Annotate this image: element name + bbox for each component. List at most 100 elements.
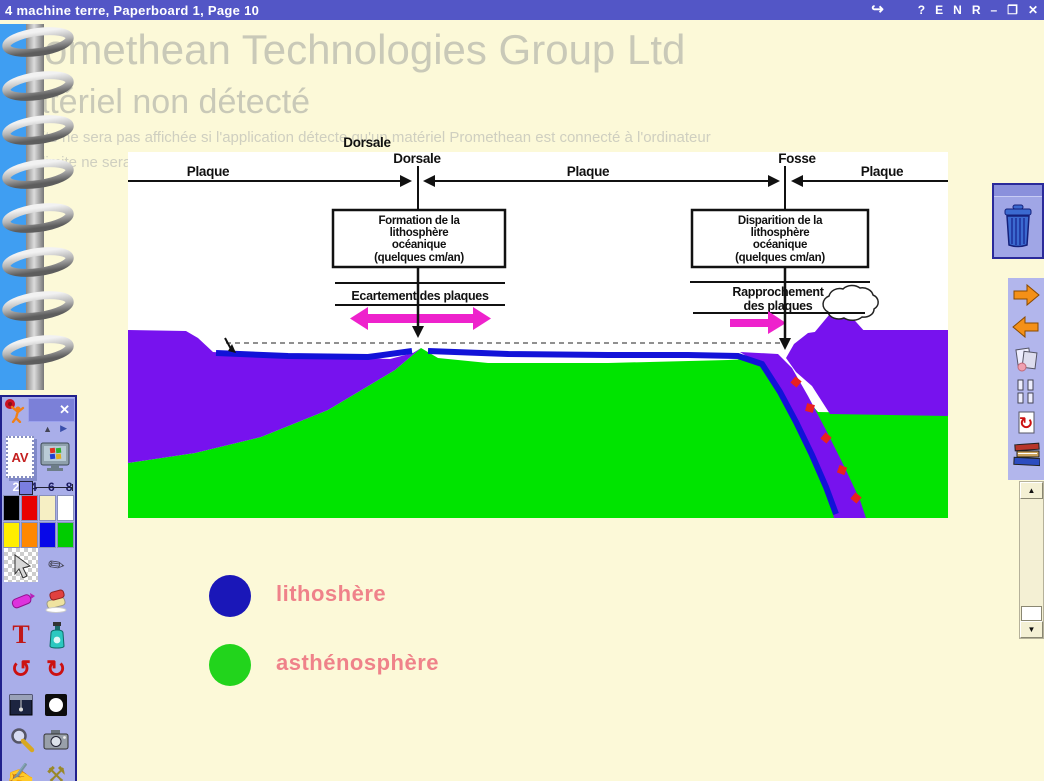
legend-asthenosphere-circle[interactable] xyxy=(209,644,251,686)
scroll-down-button[interactable]: ▼ xyxy=(1020,621,1043,638)
redo-arrow-icon[interactable]: ↪ xyxy=(871,1,884,18)
hammer-wrench-icon: ⚒ xyxy=(46,762,66,781)
camera-tool[interactable] xyxy=(39,723,73,757)
slope-arrow xyxy=(224,337,232,350)
magnifier-icon xyxy=(11,728,35,753)
restore-button[interactable]: ❐ xyxy=(1007,3,1018,17)
label-dorsale: Dorsale xyxy=(393,151,441,166)
text-tool[interactable]: T xyxy=(4,618,38,652)
text-T-icon: T xyxy=(12,620,30,649)
pen-tool[interactable]: ✏ xyxy=(39,548,73,582)
monitor-windows-icon xyxy=(40,442,70,471)
minimize-button[interactable]: – xyxy=(990,3,998,17)
swatch-cream[interactable] xyxy=(39,495,56,521)
label-dorsale-top: Dorsale xyxy=(343,135,391,150)
swatch-orange[interactable] xyxy=(21,522,38,548)
label-ecartement: Ecartement des plaques xyxy=(351,289,489,303)
plate-line xyxy=(128,166,948,210)
flipchart-av-button[interactable]: AV xyxy=(6,436,34,478)
disparition-line-3: océanique xyxy=(753,239,807,251)
handwrite-tool[interactable]: ✍ xyxy=(4,758,38,781)
label-rapprochement-2: des plaques xyxy=(744,299,813,313)
page-navigation-strip: ↻ xyxy=(1008,278,1044,480)
swatch-green[interactable] xyxy=(57,522,74,548)
n-button[interactable]: N xyxy=(953,3,962,17)
palette-up-icon[interactable]: ▲ xyxy=(43,423,53,434)
swatch-red[interactable] xyxy=(21,495,38,521)
fill-spray-tool[interactable] xyxy=(39,618,73,652)
trash-button[interactable] xyxy=(994,197,1042,255)
convergence-arrow xyxy=(730,311,786,334)
legend-asthenosphere-label[interactable]: asthénosphère xyxy=(276,650,439,675)
highlighter-icon xyxy=(11,593,35,609)
volcano-smoke-cloud xyxy=(822,284,879,321)
scroll-thumb[interactable] xyxy=(1021,606,1042,621)
pen-width-2[interactable]: 2 xyxy=(12,480,20,494)
trash-icon xyxy=(1004,204,1032,248)
pen-width-4[interactable]: 4 xyxy=(30,480,37,494)
svg-text:↻: ↻ xyxy=(1019,414,1033,434)
spray-bottle-icon xyxy=(49,622,65,649)
scroll-up-button[interactable]: ▲ xyxy=(1020,482,1043,499)
previous-page-button[interactable] xyxy=(1012,314,1040,340)
tectonics-diagram: Dorsale Dorsale Fosse Plaque Plaque Plaq… xyxy=(128,135,948,518)
disparition-line-4: (quelques cm/an) xyxy=(735,252,825,264)
formation-line-3: océanique xyxy=(392,239,446,251)
eraser-icon xyxy=(45,589,67,613)
spotlight-tool[interactable] xyxy=(39,688,73,722)
plate-line-arrowheads xyxy=(400,175,803,187)
formation-line-1: Formation de la xyxy=(378,215,460,227)
help-button[interactable]: ? xyxy=(917,3,926,17)
palette-drag-bar[interactable]: ✕ xyxy=(28,398,75,422)
settings-tool[interactable]: ⚒ xyxy=(39,758,73,781)
redo-tool[interactable]: ↻ xyxy=(39,653,73,687)
select-tool[interactable] xyxy=(4,548,38,582)
reset-page-button[interactable]: ↻ xyxy=(1012,410,1040,436)
page-sorter-button[interactable] xyxy=(1012,346,1040,372)
palette-close-button[interactable]: ✕ xyxy=(59,402,70,417)
page-sorter-icon xyxy=(1015,347,1038,372)
earthquake-dots xyxy=(790,376,862,504)
reveal-tool[interactable] xyxy=(4,688,38,722)
trash-panel xyxy=(992,183,1044,259)
undo-icon: ↺ xyxy=(10,656,32,683)
disparition-line-1: Disparition de la xyxy=(738,215,823,227)
zoom-tool[interactable] xyxy=(4,723,38,757)
legend-lithosphere-circle[interactable] xyxy=(209,575,251,617)
page-scrollbar[interactable]: ▲ ▼ xyxy=(1019,481,1044,639)
close-button[interactable]: ✕ xyxy=(1027,3,1038,17)
slider-knob[interactable] xyxy=(19,481,33,495)
page-organizer-button[interactable] xyxy=(1012,378,1040,404)
trash-panel-header[interactable] xyxy=(994,185,1042,197)
formation-line-4: (quelques cm/an) xyxy=(374,252,464,264)
watermark-note-1: La limite ne sera pas affichée si l'appl… xyxy=(2,129,711,146)
swatch-white[interactable] xyxy=(57,495,74,521)
tool-grid: ✏ T xyxy=(2,548,75,781)
tool-palette-header[interactable]: ✕ xyxy=(2,397,75,424)
titlebar: 4 machine terre, Paperboard 1, Page 10 ↪… xyxy=(0,0,1044,20)
divergence-arrow xyxy=(350,307,491,330)
asthenosphere-region xyxy=(128,348,948,518)
swatch-black[interactable] xyxy=(3,495,20,521)
tool-palette: ✕ ▲ ▶ AV xyxy=(0,395,77,781)
next-page-button[interactable] xyxy=(1012,282,1040,308)
palette-forward-icon[interactable]: ▶ xyxy=(60,423,67,433)
resource-library-button[interactable] xyxy=(1012,442,1040,468)
highlighter-tool[interactable] xyxy=(4,583,38,617)
binding-rings xyxy=(2,27,74,365)
swatch-yellow[interactable] xyxy=(3,522,20,548)
pencil-icon: ✏ xyxy=(46,553,66,578)
swatch-blue[interactable] xyxy=(39,522,56,548)
redo-icon: ↻ xyxy=(45,656,67,683)
undo-tool[interactable]: ↺ xyxy=(4,653,38,687)
e-button[interactable]: E xyxy=(935,3,944,17)
desktop-annotate-button[interactable] xyxy=(39,436,71,478)
eraser-tool[interactable] xyxy=(39,583,73,617)
label-plaque-right: Plaque xyxy=(861,164,904,179)
oceanic-crust-left xyxy=(215,348,413,361)
disparition-box xyxy=(690,208,870,269)
r-button[interactable]: R xyxy=(971,3,981,17)
spotlight-icon xyxy=(45,694,67,716)
legend-lithosphere-label[interactable]: lithoshère xyxy=(276,581,387,606)
